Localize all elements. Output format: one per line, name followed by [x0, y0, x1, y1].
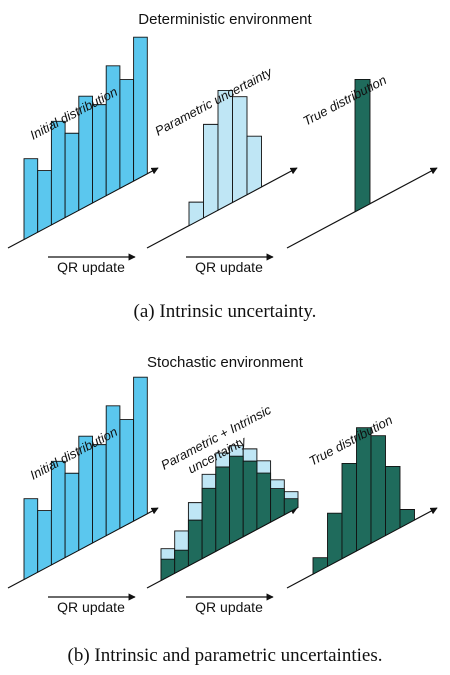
panel-a-parametric-bars [188, 89, 262, 227]
panel-a: Deterministic environment Initial distri… [7, 11, 438, 322]
bar-initial-7 [105, 65, 121, 197]
bar-initial-3 [50, 460, 66, 566]
bar-true-5 [370, 435, 386, 544]
bar-intrinsic-7 [242, 460, 258, 538]
bar-parametric-3 [217, 89, 233, 211]
bar-initial-1 [23, 158, 39, 241]
bar-true-3 [341, 462, 357, 560]
bar-true-6 [385, 466, 401, 537]
panel-a-qr-label-2: QR update [195, 259, 263, 275]
panel-b-heading: Stochastic environment [147, 354, 304, 371]
panel-b-true-bars [312, 427, 415, 575]
panel-b-qr-label-2: QR update [195, 599, 263, 615]
panel-b-combined-bars [160, 445, 299, 582]
panel-a-initial-bars [23, 36, 148, 241]
bar-intrinsic-3 [187, 519, 203, 567]
bar-intrinsic-1 [160, 558, 176, 582]
bar-true-2 [327, 512, 343, 568]
bar-initial-7 [105, 405, 121, 537]
bar-parametric-2 [203, 123, 219, 219]
bar-intrinsic-5 [215, 466, 230, 553]
panel-a-caption: (a) Intrinsic uncertainty. [134, 301, 317, 322]
bar-initial-4 [64, 472, 80, 559]
bar-intrinsic-4 [201, 487, 217, 560]
panel-b: Stochastic environment Initial distribut… [7, 354, 438, 666]
panel-a-heading: Deterministic environment [138, 11, 312, 28]
bar-initial-1 [23, 498, 39, 581]
bar-initial-2 [37, 170, 52, 233]
bar-intrinsic-2 [174, 549, 189, 574]
bar-initial-8 [119, 79, 135, 190]
panel-a-qr-label-1: QR update [57, 259, 125, 275]
bar-intrinsic-8 [256, 472, 272, 531]
bar-parametric-5 [246, 135, 262, 196]
panel-b-initial-bars [23, 376, 148, 581]
bar-true-1 [354, 79, 371, 213]
bar-intrinsic-9 [270, 488, 285, 523]
panel-a-true-bars [354, 79, 371, 213]
bar-initial-2 [37, 510, 52, 573]
bar-initial-6 [92, 444, 107, 544]
bar-intrinsic-10 [283, 498, 299, 516]
bar-initial-8 [119, 419, 135, 530]
bar-true-7 [399, 509, 415, 529]
bar-initial-9 [133, 36, 148, 182]
bar-true-1 [312, 557, 328, 575]
bar-parametric-1 [188, 201, 204, 227]
panel-b-qr-label-1: QR update [57, 599, 125, 615]
bar-true-4 [356, 427, 372, 552]
bar-initial-9 [133, 376, 148, 522]
bar-initial-5 [78, 435, 93, 551]
bar-parametric-4 [232, 96, 248, 204]
bar-intrinsic-6 [229, 455, 244, 545]
panel-a-label-true: True distribution [300, 72, 388, 129]
bar-initial-6 [92, 104, 107, 204]
bar-initial-5 [78, 95, 93, 211]
bar-initial-3 [50, 120, 66, 226]
bar-initial-4 [64, 132, 80, 219]
panel-b-caption: (b) Intrinsic and parametric uncertainti… [68, 645, 383, 666]
